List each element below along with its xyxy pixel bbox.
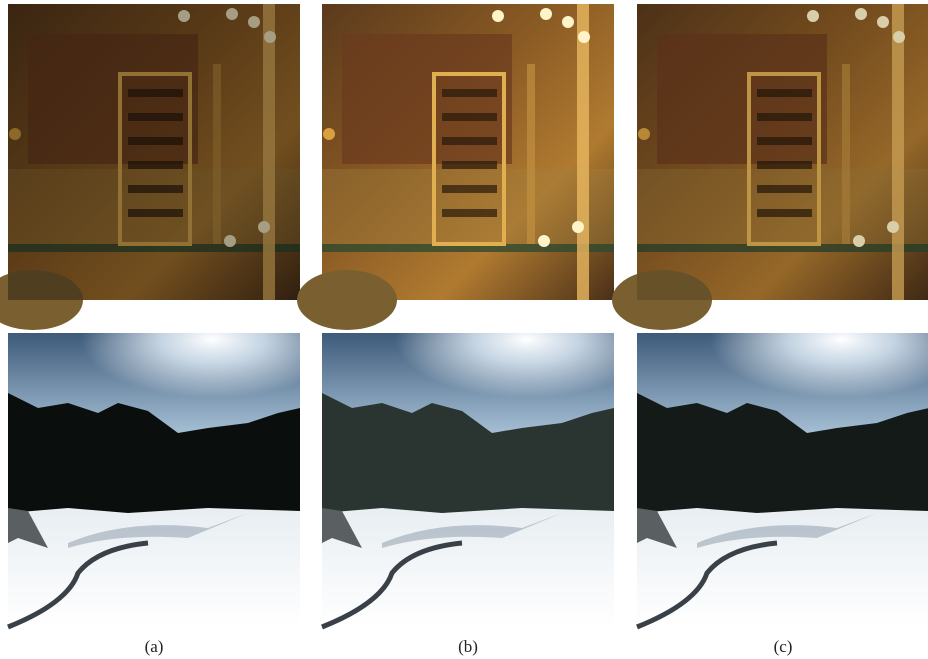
photo-landscape (637, 333, 928, 627)
panel-label: (b) (458, 637, 478, 656)
shade (8, 4, 300, 300)
panel-label: (c) (774, 637, 793, 656)
photo-landscape (322, 333, 614, 627)
photo-clock (0, 4, 300, 330)
photo-landscape (8, 333, 300, 627)
photo-clock (612, 4, 928, 330)
figure: (a) (b) (c) (0, 0, 928, 659)
shade (637, 4, 928, 300)
photo-clock (297, 4, 614, 330)
page: {"labels": ["(a)", "(b)", "(c)"]} (a)(b)… (0, 0, 928, 659)
panel-label: (a) (145, 637, 164, 656)
